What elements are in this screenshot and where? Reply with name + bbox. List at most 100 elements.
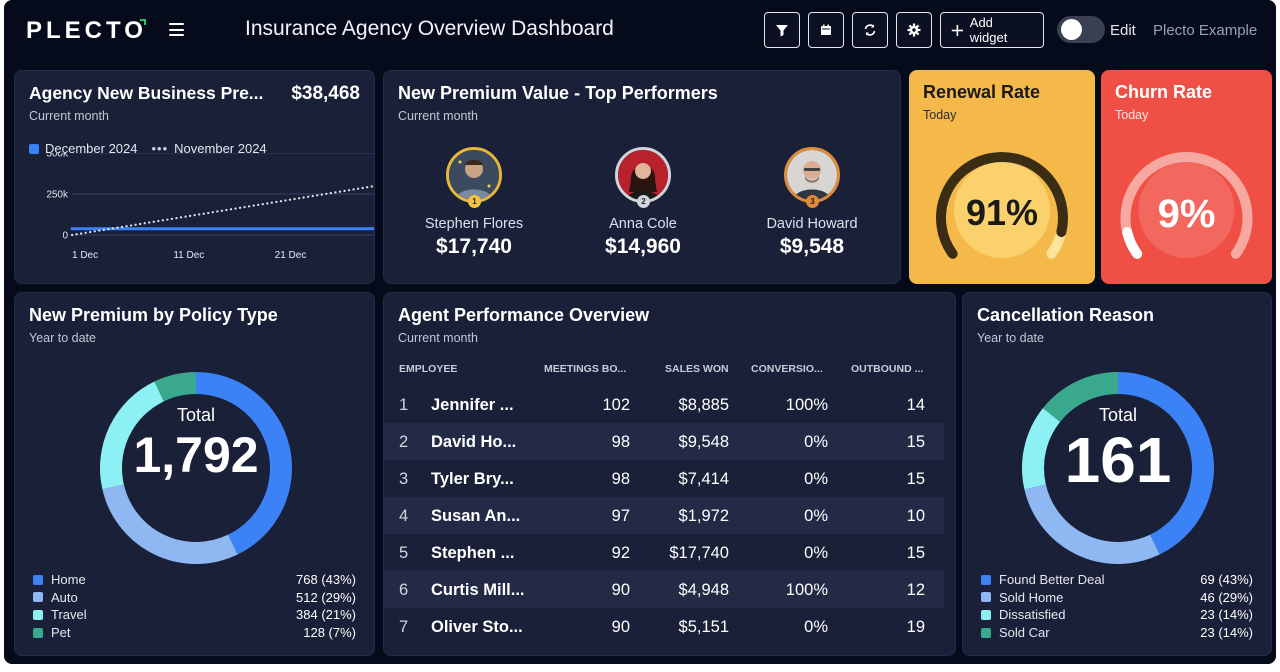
legend-swatch: [981, 574, 991, 585]
donut-slice[interactable]: [1117, 372, 1214, 555]
policy-donut-chart[interactable]: [96, 368, 296, 568]
donut-slice[interactable]: [100, 381, 165, 490]
row-index: 4: [399, 507, 409, 525]
row-index: 7: [399, 618, 409, 636]
legend-item[interactable]: Sold Car 23 (14%): [981, 624, 1253, 642]
employee-name: Susan An...: [431, 507, 521, 525]
account-label[interactable]: Plecto Example: [1153, 22, 1258, 39]
policy-legend: Home 768 (43%) Auto 512 (29%) Travel 384 (21%…: [33, 571, 356, 641]
rank-badge: 2: [637, 195, 650, 208]
donut-slice[interactable]: [102, 484, 238, 564]
performer-2[interactable]: 2 Anna Cole $14,960: [558, 147, 728, 259]
legend-item[interactable]: Pet 128 (7%): [33, 624, 356, 642]
table-row[interactable]: 2 David Ho... 98 $9,548 0% 15: [384, 423, 944, 460]
legend-label: Auto: [51, 589, 78, 605]
outbound-cell: 15: [906, 544, 925, 562]
legend-label: Home: [51, 572, 86, 588]
col-outbound[interactable]: OUTBOUND ...: [851, 363, 924, 375]
table-row[interactable]: 7 Oliver Sto... 90 $5,151 0% 19: [384, 608, 944, 645]
gauge-track: [1120, 152, 1253, 259]
card-title: New Premium Value - Top Performers: [398, 83, 718, 103]
y-tick-label: 250k: [46, 190, 69, 201]
line-chart[interactable]: 500k 250k 0 1 Dec 11 Dec 21 Dec: [15, 153, 375, 284]
policy-type-card[interactable]: New Premium by Policy Type Year to date …: [14, 292, 375, 656]
person-icon: [787, 150, 837, 200]
renewal-rate-card[interactable]: Renewal Rate Today 91%: [909, 70, 1095, 284]
performer-value: $9,548: [779, 235, 845, 258]
legend-current: December 2024: [29, 141, 138, 156]
performer-name: Anna Cole: [609, 216, 677, 232]
add-widget-button[interactable]: Add widget: [940, 12, 1044, 48]
col-meetings[interactable]: MEETINGS BO...: [544, 363, 627, 375]
cancellation-card[interactable]: Cancellation Reason Year to date Total 1…: [962, 292, 1272, 656]
col-sales[interactable]: SALES WON: [665, 363, 729, 375]
cancellation-donut-chart[interactable]: [1018, 368, 1218, 568]
legend-item[interactable]: Found Better Deal 69 (43%): [981, 571, 1253, 589]
legend-item[interactable]: Travel 384 (21%): [33, 606, 356, 624]
donut-slice[interactable]: [154, 372, 197, 402]
meetings-cell: 92: [611, 544, 630, 562]
col-employee[interactable]: EMPLOYEE: [399, 363, 458, 375]
legend-value: 512 (29%): [296, 589, 356, 605]
sales-cell: $5,151: [678, 618, 729, 636]
dashboard-title[interactable]: Insurance Agency Overview Dashboard: [245, 17, 614, 40]
table-row[interactable]: 4 Susan An... 97 $1,972 0% 10: [384, 497, 944, 534]
legend-swatch: [33, 627, 43, 638]
chart-legend: December 2024 ••• November 2024: [29, 141, 267, 156]
donut-slice[interactable]: [1024, 484, 1160, 564]
gauge-glow: [954, 162, 1050, 258]
table-row[interactable]: 3 Tyler Bry... 98 $7,414 0% 15: [384, 460, 944, 497]
series-line[interactable]: [70, 185, 375, 237]
conversion-cell: 0%: [804, 544, 828, 562]
legend-value: 768 (43%): [296, 572, 356, 588]
renewal-value: 91%: [965, 192, 1039, 233]
logo-accent-icon: [140, 19, 146, 25]
legend-swatch: [33, 592, 43, 603]
menu-icon[interactable]: [169, 23, 184, 36]
legend-swatch: [981, 627, 991, 638]
legend-item[interactable]: Auto 512 (29%): [33, 589, 356, 607]
table-row[interactable]: 5 Stephen ... 92 $17,740 0% 15: [384, 534, 944, 571]
dashboard-frame: PLECTO Insurance Agency Overview Dashboa…: [4, 0, 1276, 664]
plecto-logo[interactable]: PLECTO: [26, 17, 147, 44]
col-conversion[interactable]: CONVERSIO...: [751, 363, 823, 375]
sales-cell: $9,548: [678, 433, 729, 451]
agent-performance-card[interactable]: Agent Performance Overview Current month…: [383, 292, 956, 656]
total-value: 1,792: [133, 427, 259, 483]
table-row[interactable]: 1 Jennifer ... 102 $8,885 100% 14: [384, 386, 944, 423]
legend-value: 23 (14%): [1200, 607, 1253, 623]
card-subtitle: Current month: [29, 109, 109, 123]
conversion-cell: 0%: [804, 618, 828, 636]
edit-toggle[interactable]: [1057, 16, 1105, 43]
outbound-cell: 10: [906, 507, 925, 525]
donut-slice[interactable]: [195, 372, 292, 555]
top-performers-card[interactable]: New Premium Value - Top Performers Curre…: [383, 70, 901, 284]
card-subtitle: Current month: [398, 109, 478, 123]
performer-3[interactable]: 3 David Howard $9,548: [727, 147, 897, 259]
refresh-icon: [864, 24, 876, 36]
conversion-cell: 0%: [804, 507, 828, 525]
legend-item[interactable]: Dissatisfied 23 (14%): [981, 606, 1253, 624]
legend-item[interactable]: Sold Home 46 (29%): [981, 589, 1253, 607]
refresh-button[interactable]: [852, 12, 888, 48]
new-business-card[interactable]: Agency New Business Pre... $38,468 Curre…: [14, 70, 375, 284]
legend-item[interactable]: Home 768 (43%): [33, 571, 356, 589]
card-subtitle: Year to date: [977, 331, 1044, 345]
table-row[interactable]: 6 Curtis Mill... 90 $4,948 100% 12: [384, 571, 944, 608]
legend-swatch: [33, 609, 43, 620]
donut-slice[interactable]: [1022, 408, 1061, 490]
calendar-icon: [821, 24, 831, 35]
donut-slice[interactable]: [1042, 372, 1119, 423]
filter-button[interactable]: [764, 12, 800, 48]
row-index: 6: [399, 581, 409, 599]
meetings-cell: 98: [611, 433, 630, 451]
performer-1[interactable]: 1 Stephen Flores $17,740: [389, 147, 559, 259]
legend-previous-label: November 2024: [174, 141, 267, 156]
settings-button[interactable]: [896, 12, 932, 48]
churn-rate-card[interactable]: Churn Rate Today 9%: [1101, 70, 1272, 284]
sales-cell: $17,740: [669, 544, 729, 562]
churn-value: 9%: [1157, 192, 1216, 236]
performer-name: Stephen Flores: [424, 216, 524, 232]
calendar-button[interactable]: [808, 12, 844, 48]
card-title: Renewal Rate: [923, 82, 1041, 102]
